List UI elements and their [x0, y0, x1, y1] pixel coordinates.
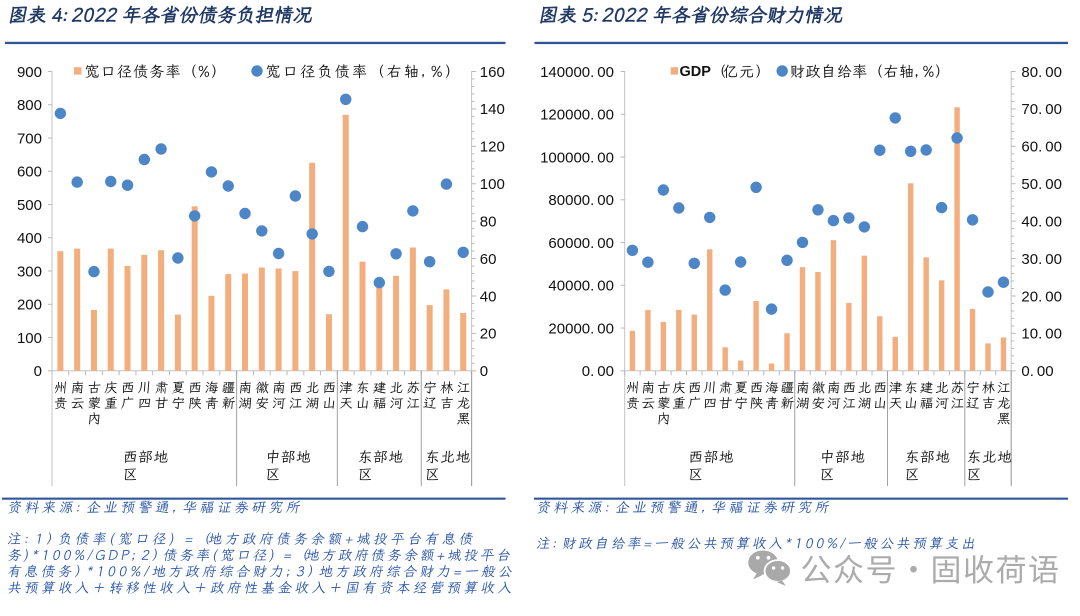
svg-text:160: 160 — [480, 64, 505, 81]
svg-text:140000. 00: 140000. 00 — [540, 64, 614, 81]
svg-text:0. 00: 0. 00 — [582, 363, 614, 380]
svg-text:80: 80 — [480, 213, 497, 230]
svg-text:40: 40 — [480, 288, 497, 305]
svg-text:60000. 00: 60000. 00 — [548, 235, 614, 252]
svg-text:20: 20 — [480, 326, 497, 343]
svg-text:400: 400 — [17, 230, 42, 247]
svg-text:800: 800 — [17, 97, 42, 114]
svg-text:200: 200 — [17, 297, 42, 314]
svg-text:10. 00: 10. 00 — [1021, 326, 1062, 343]
svg-text:20000. 00: 20000. 00 — [548, 320, 614, 337]
svg-text:0: 0 — [480, 363, 488, 380]
svg-text:80000. 00: 80000. 00 — [548, 192, 614, 209]
svg-text:20. 00: 20. 00 — [1021, 288, 1062, 305]
svg-text:300: 300 — [17, 263, 42, 280]
svg-text:140: 140 — [480, 101, 505, 118]
svg-text:100000. 00: 100000. 00 — [540, 149, 614, 166]
svg-text:GDP: GDP — [680, 64, 712, 80]
svg-text:700: 700 — [17, 130, 42, 147]
svg-text:120: 120 — [480, 139, 505, 156]
svg-text:120000. 00: 120000. 00 — [540, 107, 614, 124]
svg-text:0. 00: 0. 00 — [1021, 363, 1053, 380]
svg-text:60. 00: 60. 00 — [1021, 139, 1062, 156]
svg-text:0: 0 — [34, 363, 42, 380]
svg-text:900: 900 — [17, 64, 42, 81]
svg-text:70. 00: 70. 00 — [1021, 101, 1062, 118]
svg-text:600: 600 — [17, 164, 42, 181]
svg-text:500: 500 — [17, 197, 42, 214]
svg-text:50. 00: 50. 00 — [1021, 176, 1062, 193]
svg-text:60: 60 — [480, 251, 497, 268]
svg-text:100: 100 — [480, 176, 505, 193]
svg-text:40000. 00: 40000. 00 — [548, 278, 614, 295]
svg-text:30. 00: 30. 00 — [1021, 251, 1062, 268]
svg-text:40. 00: 40. 00 — [1021, 213, 1062, 230]
svg-text:100: 100 — [17, 330, 42, 347]
svg-text:80. 00: 80. 00 — [1021, 64, 1062, 81]
